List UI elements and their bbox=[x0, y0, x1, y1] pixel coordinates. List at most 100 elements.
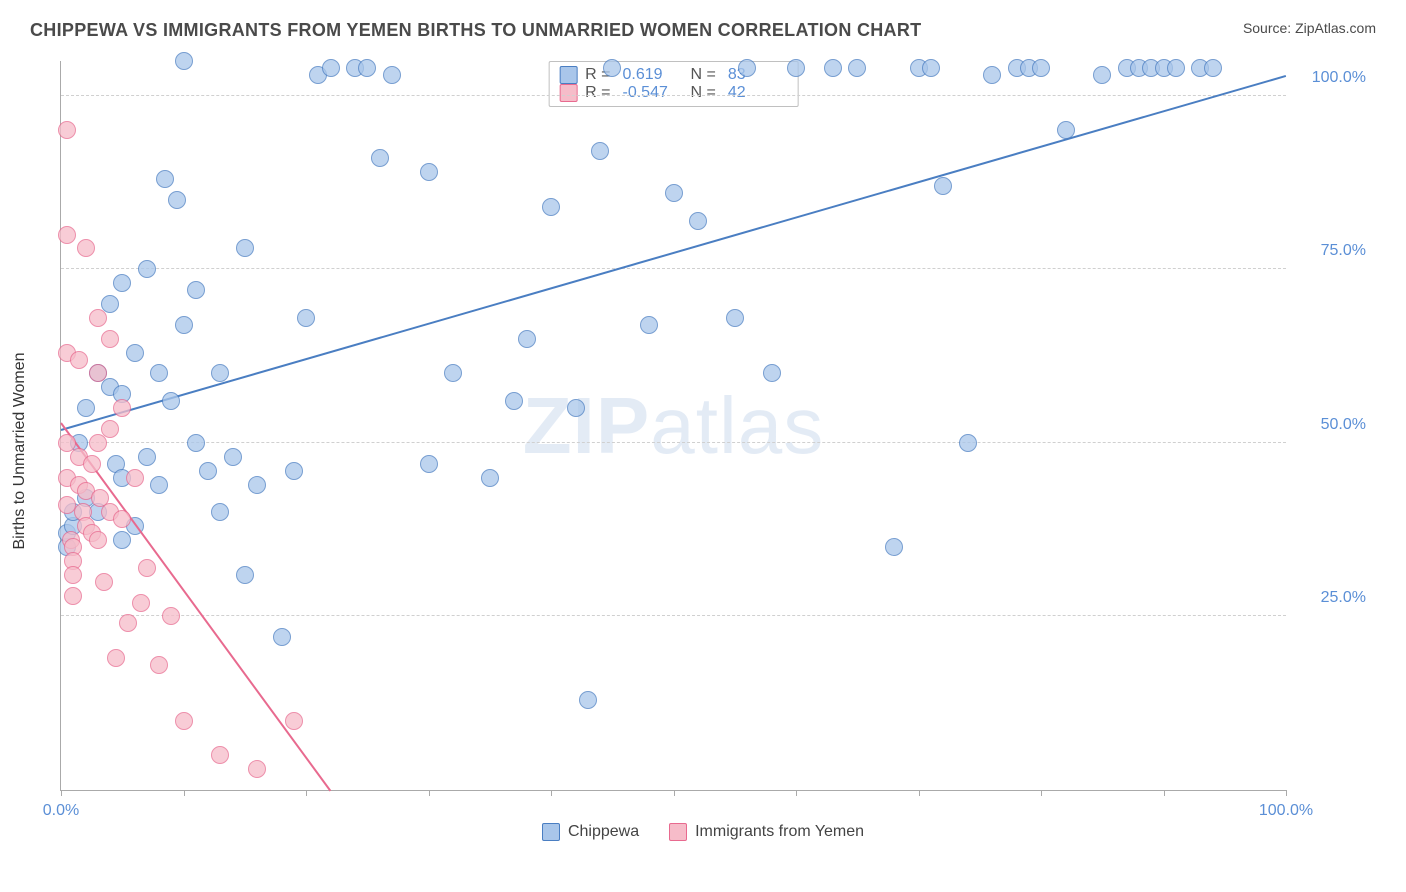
data-point bbox=[175, 712, 193, 730]
data-point bbox=[579, 691, 597, 709]
data-point bbox=[58, 226, 76, 244]
data-point bbox=[959, 434, 977, 452]
data-point bbox=[420, 455, 438, 473]
data-point bbox=[297, 309, 315, 327]
data-point bbox=[113, 531, 131, 549]
data-point bbox=[383, 66, 401, 84]
data-point bbox=[763, 364, 781, 382]
legend-item-chippewa: Chippewa bbox=[542, 823, 639, 841]
data-point bbox=[132, 594, 150, 612]
gridline bbox=[61, 95, 1286, 96]
data-point bbox=[138, 260, 156, 278]
data-point bbox=[126, 344, 144, 362]
scatter-plot: ZIPatlas R = 0.619 N = 83 R = -0.547 N =… bbox=[60, 61, 1286, 791]
data-point bbox=[518, 330, 536, 348]
x-tick bbox=[1164, 790, 1165, 796]
data-point bbox=[95, 573, 113, 591]
swatch-yemen-legend bbox=[669, 823, 687, 841]
data-point bbox=[113, 510, 131, 528]
x-tick bbox=[551, 790, 552, 796]
watermark: ZIPatlas bbox=[523, 380, 824, 472]
data-point bbox=[101, 420, 119, 438]
data-point bbox=[70, 351, 88, 369]
data-point bbox=[58, 121, 76, 139]
data-point bbox=[248, 476, 266, 494]
x-tick bbox=[919, 790, 920, 796]
data-point bbox=[848, 59, 866, 77]
data-point bbox=[665, 184, 683, 202]
data-point bbox=[107, 649, 125, 667]
data-point bbox=[150, 476, 168, 494]
data-point bbox=[689, 212, 707, 230]
data-point bbox=[64, 587, 82, 605]
data-point bbox=[787, 59, 805, 77]
x-tick bbox=[1286, 790, 1287, 796]
data-point bbox=[591, 142, 609, 160]
y-tick-label: 50.0% bbox=[1296, 416, 1366, 434]
gridline bbox=[61, 615, 1286, 616]
gridline bbox=[61, 268, 1286, 269]
x-tick bbox=[796, 790, 797, 796]
data-point bbox=[1204, 59, 1222, 77]
data-point bbox=[738, 59, 756, 77]
data-point bbox=[934, 177, 952, 195]
swatch-yemen bbox=[559, 84, 577, 102]
data-point bbox=[1093, 66, 1111, 84]
data-point bbox=[481, 469, 499, 487]
data-point bbox=[64, 566, 82, 584]
data-point bbox=[89, 531, 107, 549]
data-point bbox=[603, 59, 621, 77]
data-point bbox=[113, 399, 131, 417]
x-tick bbox=[674, 790, 675, 796]
data-point bbox=[187, 434, 205, 452]
data-point bbox=[224, 448, 242, 466]
legend-item-yemen: Immigrants from Yemen bbox=[669, 823, 864, 841]
data-point bbox=[371, 149, 389, 167]
data-point bbox=[126, 469, 144, 487]
data-point bbox=[89, 309, 107, 327]
y-axis-label: Births to Unmarried Women bbox=[11, 352, 29, 549]
chart-title: CHIPPEWA VS IMMIGRANTS FROM YEMEN BIRTHS… bbox=[30, 20, 921, 41]
x-tick-label: 0.0% bbox=[43, 802, 79, 820]
data-point bbox=[211, 503, 229, 521]
x-tick bbox=[184, 790, 185, 796]
x-tick bbox=[306, 790, 307, 796]
data-point bbox=[358, 59, 376, 77]
data-point bbox=[138, 559, 156, 577]
data-point bbox=[922, 59, 940, 77]
data-point bbox=[199, 462, 217, 480]
data-point bbox=[236, 239, 254, 257]
data-point bbox=[101, 330, 119, 348]
x-tick bbox=[1041, 790, 1042, 796]
data-point bbox=[89, 434, 107, 452]
stats-box: R = 0.619 N = 83 R = -0.547 N = 42 bbox=[548, 61, 799, 107]
data-point bbox=[211, 746, 229, 764]
data-point bbox=[175, 52, 193, 70]
data-point bbox=[1167, 59, 1185, 77]
data-point bbox=[505, 392, 523, 410]
data-point bbox=[77, 239, 95, 257]
chart-container: Births to Unmarried Women ZIPatlas R = 0… bbox=[30, 51, 1376, 851]
data-point bbox=[138, 448, 156, 466]
data-point bbox=[285, 462, 303, 480]
data-point bbox=[89, 364, 107, 382]
data-point bbox=[236, 566, 254, 584]
data-point bbox=[77, 399, 95, 417]
data-point bbox=[119, 614, 137, 632]
data-point bbox=[83, 455, 101, 473]
x-tick bbox=[61, 790, 62, 796]
data-point bbox=[640, 316, 658, 334]
data-point bbox=[150, 364, 168, 382]
y-tick-label: 100.0% bbox=[1296, 69, 1366, 87]
data-point bbox=[150, 656, 168, 674]
data-point bbox=[156, 170, 174, 188]
data-point bbox=[824, 59, 842, 77]
data-point bbox=[322, 59, 340, 77]
data-point bbox=[542, 198, 560, 216]
data-point bbox=[1057, 121, 1075, 139]
data-point bbox=[211, 364, 229, 382]
data-point bbox=[168, 191, 186, 209]
data-point bbox=[175, 316, 193, 334]
data-point bbox=[273, 628, 291, 646]
data-point bbox=[420, 163, 438, 181]
